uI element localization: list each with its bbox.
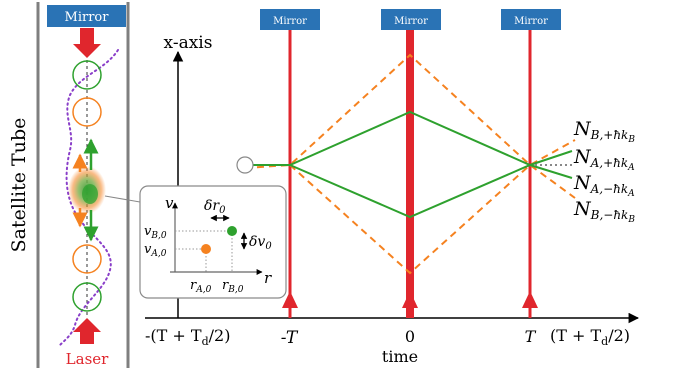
laser-pulse-arrow-icon <box>402 291 418 308</box>
svg-text:rB,0: rB,0 <box>222 278 244 295</box>
green-ring-icon <box>72 282 102 312</box>
svg-text:NB,+ħkB: NB,+ħkB <box>573 118 635 145</box>
atom-cloud-core <box>82 184 98 204</box>
inset-v-label: v <box>165 194 174 212</box>
mirror-box-1 <box>260 9 320 30</box>
vA0-label: vA,0 <box>144 242 167 259</box>
satellite-tube-label: Satellite Tube <box>8 118 30 253</box>
path-B-lower <box>289 163 576 275</box>
delta-v0-label: δv0 <box>249 234 272 252</box>
mirror-box-2 <box>381 9 441 30</box>
rB0-label: rB,0 <box>222 278 244 295</box>
tube-mirror <box>47 5 126 27</box>
svg-text:NB,−ħkB: NB,−ħkB <box>573 198 635 225</box>
laser-pulse-arrow-icon <box>522 291 538 308</box>
inset-r-label: r <box>264 269 272 287</box>
orange-ring-icon <box>72 244 102 274</box>
tick-left-outer: -(T + Td/2) <box>145 326 230 348</box>
output-label-B-minus: NB,−ħkB <box>573 198 635 225</box>
phase-space-inset: v r δr0 δv0 vB,0 <box>139 185 287 299</box>
tube-mirror-label: Mirror <box>65 10 110 25</box>
spacetime-diagram: x-axis time Mirror Mirror Mirror -(T + T… <box>145 9 640 366</box>
up-laser-arrow-icon <box>73 318 101 344</box>
laser-pulse-arrow-icon <box>282 291 298 308</box>
delta-r0-label: δr0 <box>204 198 226 216</box>
y-axis-label: x-axis <box>164 33 213 53</box>
svg-text:δr0: δr0 <box>204 198 226 216</box>
path-A-upper <box>245 110 573 167</box>
rA0-label: rA,0 <box>190 278 212 295</box>
inset-connector <box>104 195 141 203</box>
tick-right-outer: (T + Td/2) <box>550 326 630 348</box>
mirror-label-3: Mirror <box>514 16 548 27</box>
svg-text:NA,−ħkA: NA,−ħkA <box>573 172 635 199</box>
output-label-B-plus: NB,+ħkB <box>573 118 635 145</box>
initial-cloud-marker <box>236 156 254 174</box>
tick-minus-T: -T <box>281 328 299 348</box>
mirror-label-1: Mirror <box>273 16 307 27</box>
inset-frame <box>139 185 287 299</box>
svg-text:δv0: δv0 <box>249 234 272 252</box>
species-A-dot <box>201 244 211 254</box>
path-A-lower <box>289 163 573 219</box>
svg-text:vA,0: vA,0 <box>144 242 167 259</box>
output-label-A-plus: NA,+ħkA <box>573 146 635 173</box>
satellite-tube-panel: Satellite Tube Mirror Laser <box>8 2 130 368</box>
x-axis-label: time <box>382 347 418 366</box>
mirror-box-3 <box>501 9 561 30</box>
svg-text:-(T + Td/2): -(T + Td/2) <box>145 326 230 348</box>
svg-text:vB,0: vB,0 <box>144 224 167 241</box>
vB0-label: vB,0 <box>144 224 167 241</box>
green-ring-icon <box>72 60 102 90</box>
down-laser-arrow-icon <box>73 28 101 58</box>
output-label-A-minus: NA,−ħkA <box>573 172 635 199</box>
species-B-dot <box>227 226 237 236</box>
tick-zero: 0 <box>405 327 415 346</box>
mirror-label-2: Mirror <box>394 16 428 27</box>
tick-T: T <box>525 327 537 346</box>
laser-label: Laser <box>66 350 109 368</box>
svg-text:(T + Td/2): (T + Td/2) <box>550 326 630 348</box>
orange-ring-icon <box>72 97 102 127</box>
svg-text:rA,0: rA,0 <box>190 278 212 295</box>
svg-text:NA,+ħkA: NA,+ħkA <box>573 146 635 173</box>
